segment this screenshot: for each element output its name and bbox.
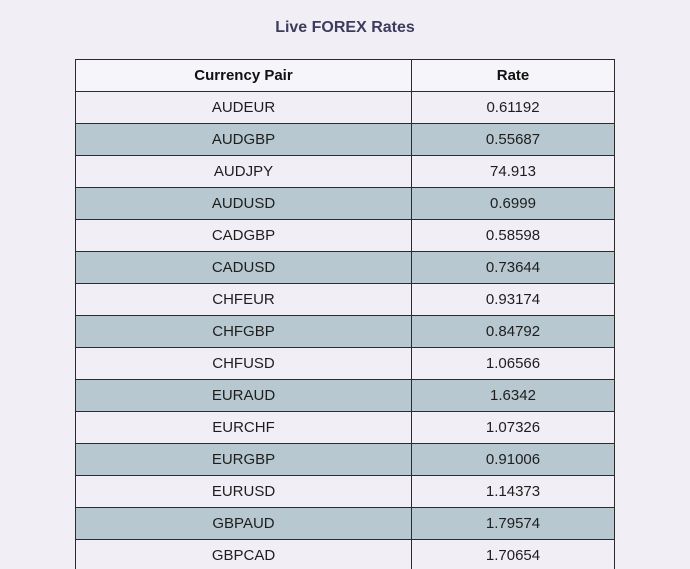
rate-cell: 0.91006 (411, 443, 615, 476)
rate-cell: 1.6342 (411, 379, 615, 412)
column-header-currency-pair: Currency Pair (75, 59, 412, 92)
table-row: EURCHF 1.07326 (75, 411, 615, 444)
forex-rates-table: Currency Pair Rate AUDEUR 0.61192 AUDGBP 0.… (75, 59, 615, 569)
currency-pair-cell: EURCHF (75, 411, 412, 444)
table-row: EURAUD 1.6342 (75, 379, 615, 412)
rate-cell: 0.61192 (411, 91, 615, 124)
rate-cell: 1.07326 (411, 411, 615, 444)
rate-cell: 1.14373 (411, 475, 615, 508)
table-row: CHFUSD 1.06566 (75, 347, 615, 380)
table-row: CHFGBP 0.84792 (75, 315, 615, 348)
table-row: CADUSD 0.73644 (75, 251, 615, 284)
table-row: EURUSD 1.14373 (75, 475, 615, 508)
table-row: AUDEUR 0.61192 (75, 91, 615, 124)
rate-cell: 0.84792 (411, 315, 615, 348)
table-row: AUDJPY 74.913 (75, 155, 615, 188)
currency-pair-cell: CHFGBP (75, 315, 412, 348)
currency-pair-cell: CHFEUR (75, 283, 412, 316)
rate-cell: 0.58598 (411, 219, 615, 252)
currency-pair-cell: GBPCAD (75, 539, 412, 569)
currency-pair-cell: CHFUSD (75, 347, 412, 380)
table-row: AUDUSD 0.6999 (75, 187, 615, 220)
rate-cell: 0.6999 (411, 187, 615, 220)
currency-pair-cell: CADUSD (75, 251, 412, 284)
rate-cell: 1.79574 (411, 507, 615, 540)
table-row: AUDGBP 0.55687 (75, 123, 615, 156)
currency-pair-cell: EURAUD (75, 379, 412, 412)
rate-cell: 74.913 (411, 155, 615, 188)
currency-pair-cell: AUDEUR (75, 91, 412, 124)
currency-pair-cell: EURGBP (75, 443, 412, 476)
table-row: GBPAUD 1.79574 (75, 507, 615, 540)
currency-pair-cell: AUDJPY (75, 155, 412, 188)
table-row: EURGBP 0.91006 (75, 443, 615, 476)
currency-pair-cell: EURUSD (75, 475, 412, 508)
rate-cell: 1.06566 (411, 347, 615, 380)
column-header-rate: Rate (411, 59, 615, 92)
rate-cell: 0.73644 (411, 251, 615, 284)
rate-cell: 0.55687 (411, 123, 615, 156)
rate-cell: 1.70654 (411, 539, 615, 569)
currency-pair-cell: AUDGBP (75, 123, 412, 156)
table-header-row: Currency Pair Rate (75, 59, 615, 92)
table-row: CADGBP 0.58598 (75, 219, 615, 252)
currency-pair-cell: CADGBP (75, 219, 412, 252)
table-row: GBPCAD 1.70654 (75, 539, 615, 569)
page-title: Live FOREX Rates (275, 19, 415, 36)
table-row: CHFEUR 0.93174 (75, 283, 615, 316)
rate-cell: 0.93174 (411, 283, 615, 316)
currency-pair-cell: AUDUSD (75, 187, 412, 220)
table-body: AUDEUR 0.61192 AUDGBP 0.55687 AUDJPY 74.913 AU… (75, 91, 615, 569)
currency-pair-cell: GBPAUD (75, 507, 412, 540)
